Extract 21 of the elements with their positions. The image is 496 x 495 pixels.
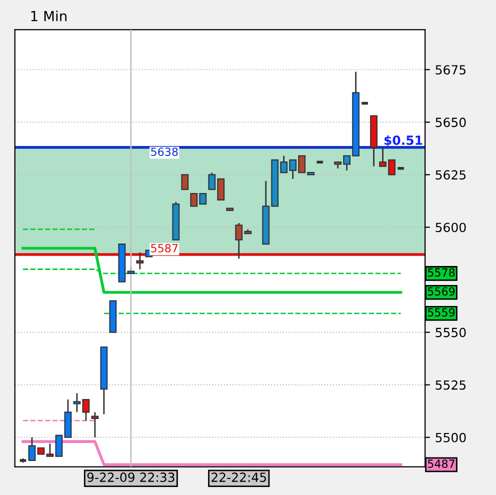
candlestick (91, 411, 99, 438)
x-tick-label: 9-22-09 22:33 (87, 472, 174, 482)
legend-label: 5559 (428, 308, 455, 317)
y-tick-label: 5500 (436, 432, 466, 442)
annotation: $0.51 (384, 135, 422, 147)
y-tick-label: 5600 (436, 222, 466, 232)
x-tick-label: 22-22:45 (212, 472, 266, 482)
ref-line-label: 5587 (151, 244, 178, 252)
y-tick-label: 5650 (436, 118, 466, 128)
candlestick (28, 436, 36, 462)
y-tick-label: 5525 (436, 380, 466, 390)
y-tick-label: 5675 (436, 65, 466, 75)
candlestick (181, 174, 189, 190)
legend-label: 5569 (428, 287, 455, 296)
candlestick (46, 442, 54, 457)
ref-line-label: 5638 (151, 148, 178, 156)
y-tick-label: 5625 (436, 170, 466, 180)
text: 5487 (428, 460, 454, 468)
y-tick-label: 5550 (436, 328, 466, 338)
chart-title: 1 Min (31, 10, 66, 22)
text: 5578 (428, 268, 455, 277)
